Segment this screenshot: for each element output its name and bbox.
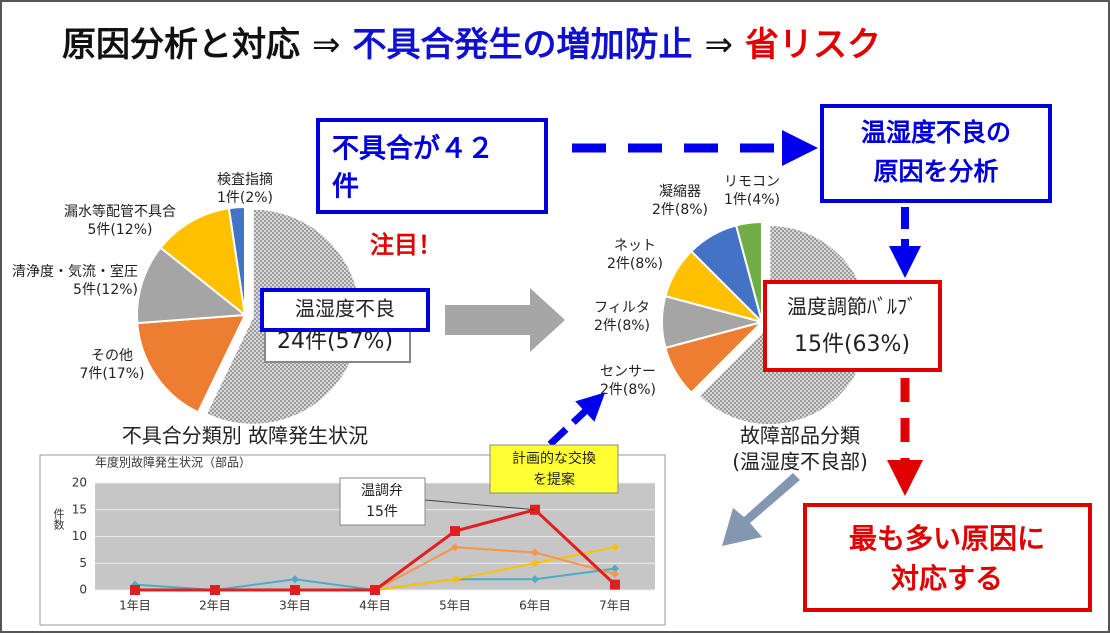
callout-line <box>424 499 536 511</box>
point <box>130 585 140 595</box>
slice-label: リモコン <box>724 174 780 190</box>
slice-label: 漏水等配管不具合 <box>64 203 176 220</box>
slice-value-label: 5件(12%) <box>88 222 153 238</box>
point <box>210 585 220 595</box>
count-text: 不具合が４２ <box>332 133 494 165</box>
slice-label: 温度調節ﾊﾞﾙﾌﾞ <box>787 295 917 319</box>
slice-value-label: 15件(63%) <box>794 332 910 357</box>
point <box>451 575 459 584</box>
slice-label: フィルタ <box>594 300 650 316</box>
slice-value-label: 2件(8%) <box>607 256 663 272</box>
slice-value-label: 5件(12%) <box>73 282 138 298</box>
attention: 注目！ <box>370 231 442 259</box>
point <box>611 543 619 552</box>
slice-label: 凝縮器 <box>659 184 701 200</box>
slice-value-label: 2件(8%) <box>594 318 650 334</box>
y-axis-label: 件数 <box>52 508 65 531</box>
x-tick-label: 4年目 <box>359 599 391 613</box>
slice-label: センサー <box>600 364 656 380</box>
slice-label: 温湿度不良 <box>295 297 395 321</box>
analysis-text: 温湿度不良の <box>861 118 1011 147</box>
point <box>451 543 459 552</box>
y-tick-label: 20 <box>72 476 87 490</box>
series-line <box>374 546 616 591</box>
count-text: 件 <box>332 172 359 203</box>
proposal-text: を提案 <box>533 471 575 488</box>
slice-value-label: 7件(17%) <box>80 366 145 382</box>
pie-slice <box>227 205 246 316</box>
slice-value-label: 2件(8%) <box>600 382 656 398</box>
slice-label: 清浄度・気流・室圧 <box>12 263 138 280</box>
action-text: 対応する <box>891 562 1003 595</box>
point <box>611 569 619 578</box>
slice-label: 検査指摘 <box>217 171 273 188</box>
chart-caption: 故障部品分類 <box>740 424 860 448</box>
x-tick-label: 2年目 <box>199 599 231 613</box>
pie-slice <box>136 313 247 414</box>
action-box <box>803 503 1092 612</box>
pie-slice <box>734 220 763 323</box>
title: 原因分析と対応 ⇒ 不具合発生の増加防止 ⇒ 省リスク <box>62 25 881 65</box>
y-tick-label: 5 <box>79 556 87 570</box>
series-line <box>374 546 616 591</box>
slice-value-label: 2件(8%) <box>652 202 708 218</box>
point <box>611 564 619 573</box>
slice-label: ネット <box>614 238 656 254</box>
slice-value-label: 1件(4%) <box>724 192 780 208</box>
arrow <box>445 288 565 352</box>
point <box>531 559 539 568</box>
action-text: 最も多い原因に <box>849 522 1045 555</box>
slice-value-label: 1件(2%) <box>217 190 273 206</box>
y-tick-label: 0 <box>79 583 87 597</box>
y-tick-label: 10 <box>72 529 87 543</box>
point <box>370 585 380 595</box>
x-tick-label: 3年目 <box>279 599 311 613</box>
proposal-box <box>489 444 619 494</box>
slice-label: その他 <box>91 348 133 364</box>
callout-text: 温調弁 <box>361 483 403 499</box>
y-tick-label: 15 <box>72 502 87 516</box>
arrow <box>722 473 800 546</box>
x-tick-label: 5年目 <box>439 599 471 613</box>
callout-text: 15件 <box>366 504 398 520</box>
point <box>291 575 299 584</box>
point <box>610 579 620 590</box>
analysis-text: 原因を分析 <box>873 157 998 186</box>
charts: その他 7件(17%) 清浄度・気流・室圧 5件(12%) 漏水等配管不具合 5件(12%… <box>12 171 942 626</box>
analysis-box <box>820 104 1052 203</box>
x-tick-label: 6年目 <box>519 599 551 613</box>
point <box>531 548 539 557</box>
highlight-box <box>763 280 942 372</box>
chart-caption: (温湿度不良部) <box>732 450 868 474</box>
point <box>290 585 300 595</box>
point <box>531 575 539 584</box>
chart-caption: 不具合分類別 故障発生状況 <box>122 424 368 448</box>
pie-slice <box>136 246 248 325</box>
x-tick-label: 7年目 <box>599 599 631 613</box>
proposal-text: 計画的な交換 <box>512 450 596 467</box>
callout-box <box>339 477 426 526</box>
count-box <box>316 118 548 214</box>
chart-title: 年度別故障発生状況（部品） <box>95 455 251 470</box>
x-tick-label: 1年目 <box>119 599 151 613</box>
point <box>450 526 460 537</box>
pie-slice <box>159 207 247 318</box>
highlight-box <box>260 288 430 332</box>
slice-value-label: 24件(57%) <box>277 329 393 354</box>
